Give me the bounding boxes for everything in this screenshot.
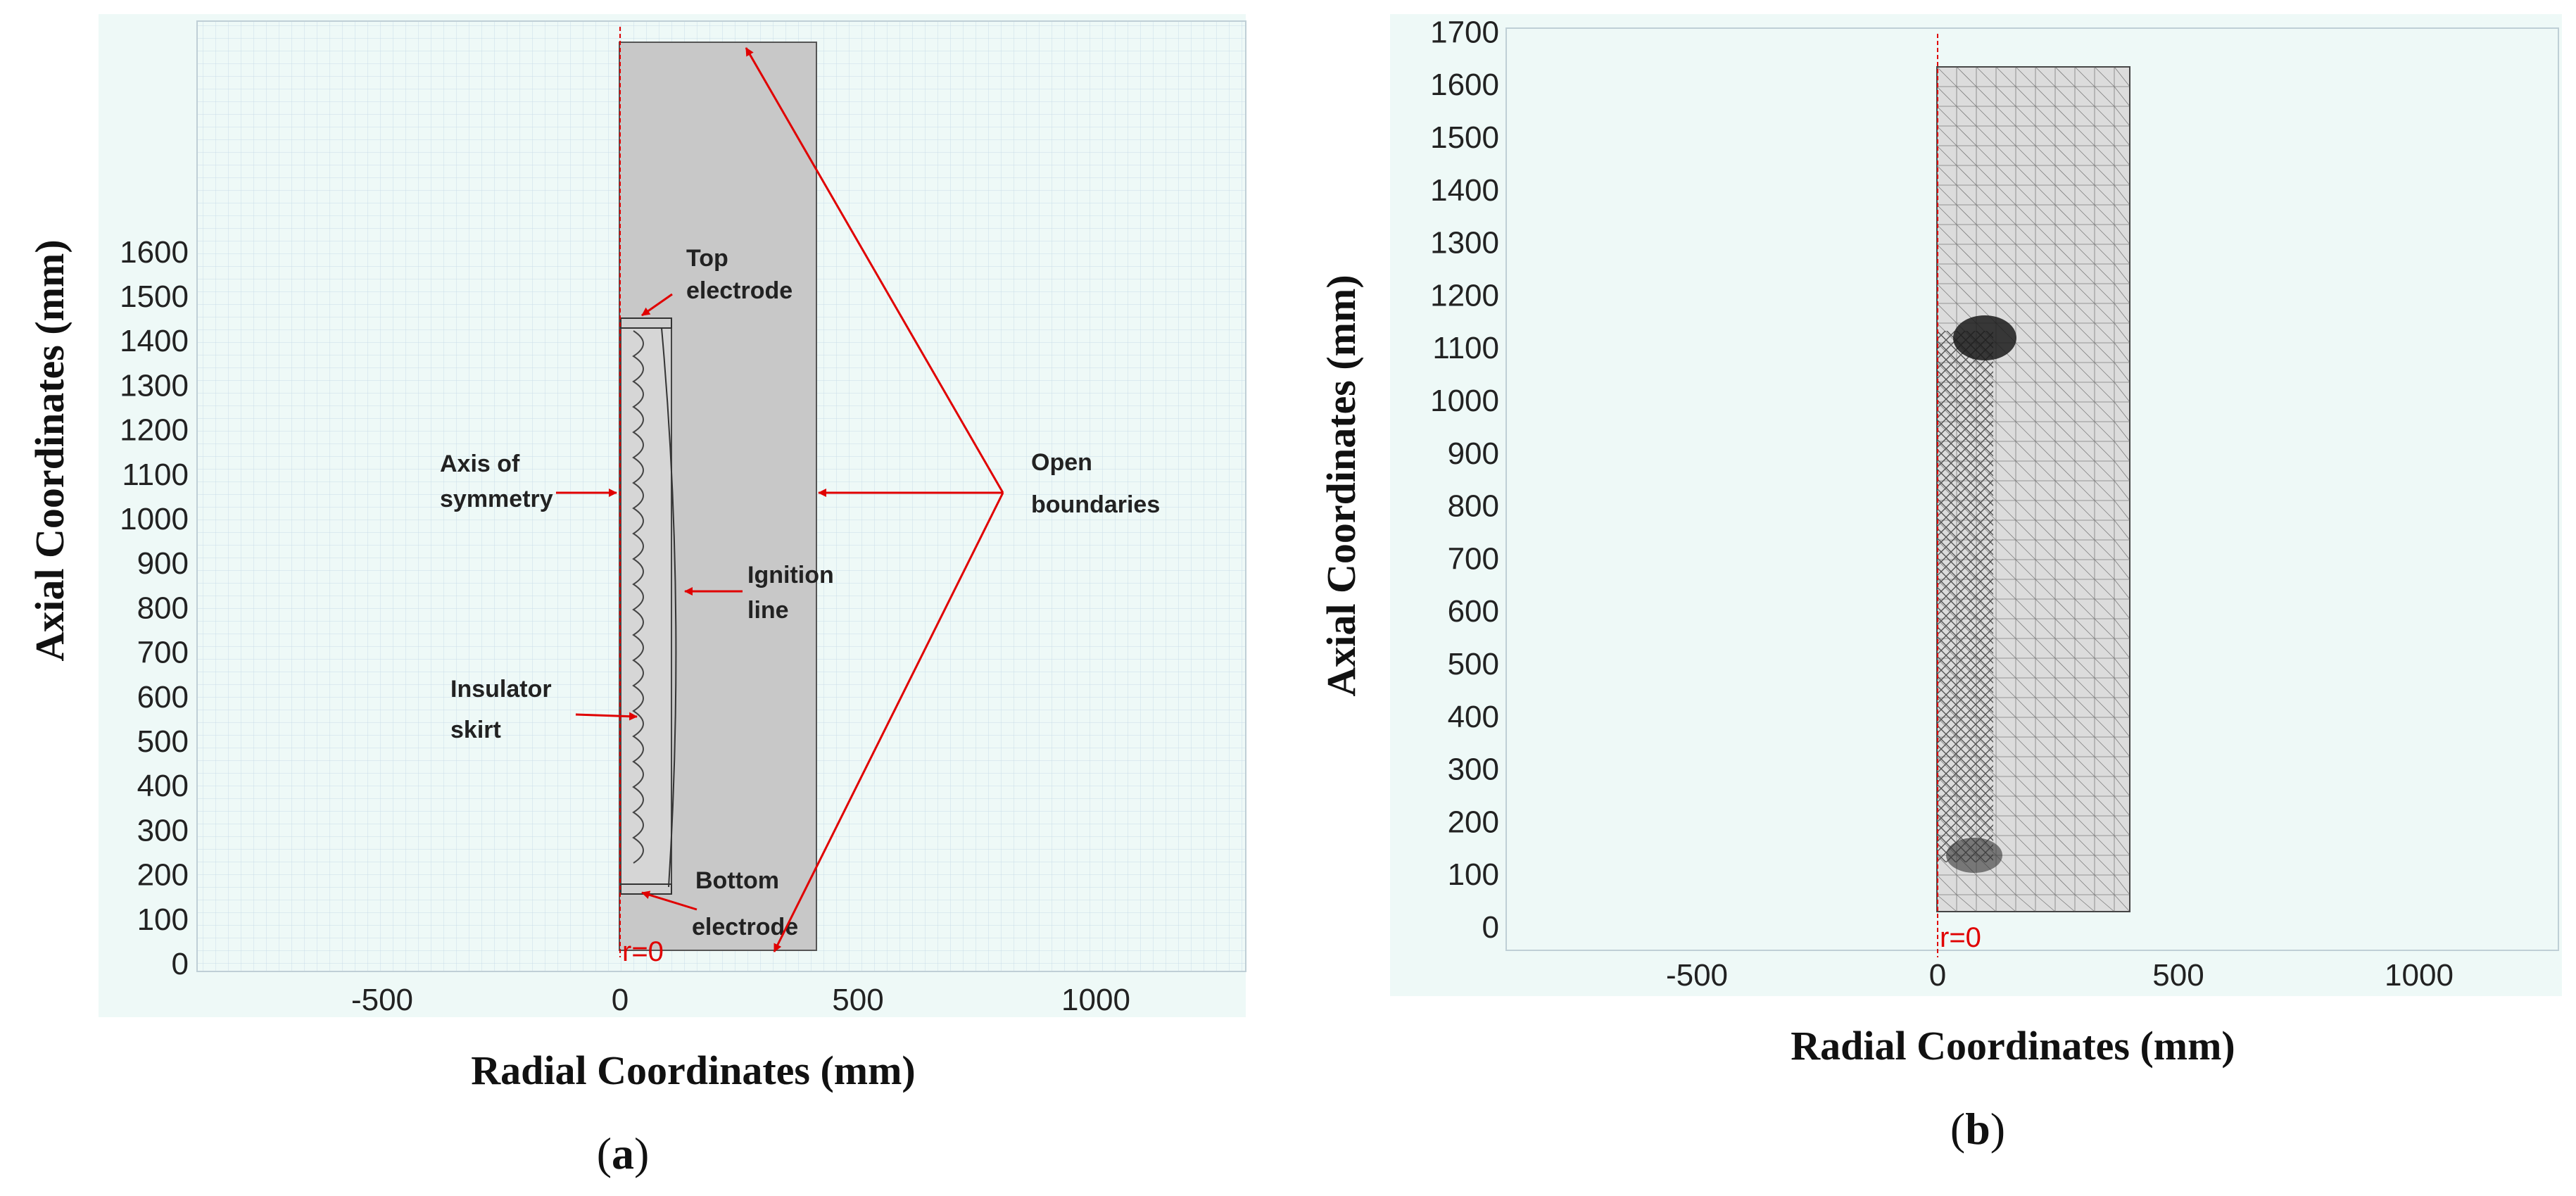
panel-a-y-tick-label: 100 (137, 902, 189, 937)
panel-b-label: (b) (1950, 1104, 2005, 1154)
panel-b-y-tick-label: 1600 (1430, 68, 1499, 102)
panel-b-y-tick-label: 1300 (1430, 226, 1499, 260)
panel-b-x-tick-label: -500 (1666, 958, 1728, 993)
panel-a-x-tick-label: 500 (832, 983, 883, 1017)
panel-a-y-tick-label: 700 (137, 636, 189, 670)
panel-a-x-axis-title: Radial Coordinates (mm) (471, 1047, 916, 1093)
panel-b-origin-label: r=0 (1940, 922, 1981, 953)
panel-b-y-tick-label: 1400 (1430, 173, 1499, 208)
panel-b-x-tick-label: 1000 (2385, 958, 2454, 993)
panel-a-y-ticks: 0 100 200 300 400 500 600 700 800 900 1000 1100 1200… (120, 235, 189, 981)
panel-a-y-tick-label: 600 (137, 680, 189, 715)
panel-b-y-tick-label: 1700 (1430, 15, 1499, 49)
panel-a-y-tick-label: 300 (137, 813, 189, 848)
callout-open-boundaries: Open boundaries (1031, 449, 1160, 518)
callout-axis-of-symmetry: Axis of symmetry (440, 451, 553, 512)
arrow-bottom-electrode (641, 890, 697, 911)
panel-a-y-tick-label: 1600 (120, 235, 189, 270)
panel-a-y-axis-title: Axial Coordinates (mm) (27, 239, 72, 661)
panel-a-y-tick-label: 1500 (120, 279, 189, 314)
panel-b-y-axis-title: Axial Coordinates (mm) (1318, 275, 1364, 696)
panel-b-x-axis-title: Radial Coordinates (mm) (1791, 1023, 2235, 1069)
panel-b-dense-mesh-insulator (1937, 331, 1993, 862)
panel-a-top-electrode (620, 317, 672, 329)
panel-a-x-tick-label: 1000 (1061, 983, 1130, 1017)
panel-a-label: (a) (597, 1128, 650, 1178)
panel-a-origin-label: r=0 (622, 936, 664, 967)
panel-b-y-tick-label: 1200 (1430, 278, 1499, 313)
panel-b-y-tick-label: 100 (1448, 857, 1499, 892)
panel-b-y-tick-label: 1100 (1432, 331, 1499, 365)
panel-b-y-tick-label: 400 (1448, 700, 1499, 734)
panel-a-bottom-electrode (620, 883, 672, 895)
panel-b-dense-mesh-bottom-electrode (1946, 838, 2002, 873)
arrow-insulator-skirt (575, 712, 638, 721)
panel-b-x-ticks: -500 0 500 1000 (1666, 958, 2454, 993)
panel-b-y-tick-label: 0 (1482, 910, 1499, 945)
callout-ignition-line: Ignition line (747, 562, 840, 624)
panel-a-y-tick-label: 800 (137, 591, 189, 625)
panel-a-y-tick-label: 1100 (122, 458, 189, 492)
panel-a-insulator-sheds (632, 330, 644, 864)
panel-a-insulator-region (620, 325, 672, 889)
panel-b-x-tick-label: 500 (2152, 958, 2204, 993)
panel-b-y-tick-label: 200 (1448, 805, 1499, 839)
panel-a-y-tick-label: 1200 (120, 413, 189, 448)
panel-a-y-tick-label: 200 (137, 858, 189, 893)
callout-insulator-skirt: Insulator skirt (450, 676, 558, 743)
callout-top-electrode: Top electrode (686, 245, 793, 304)
panel-b-y-tick-label: 1500 (1430, 120, 1499, 155)
panel-b-y-ticks: 0 100 200 300 400 500 600 700 800 900 1000 1100 1200… (1430, 15, 1499, 945)
arrow-open-boundaries-top (745, 47, 1004, 493)
panel-a-y-tick-label: 900 (137, 546, 189, 581)
panel-b-y-tick-label: 700 (1448, 541, 1499, 576)
panel-a-x-tick-label: 0 (612, 983, 629, 1017)
panel-b-y-tick-label: 800 (1448, 489, 1499, 524)
panel-a-y-tick-label: 0 (172, 947, 189, 981)
panel-b-y-tick-label: 500 (1448, 647, 1499, 681)
panel-a-y-tick-label: 1000 (120, 502, 189, 536)
panel-a-y-tick-label: 1400 (120, 324, 189, 358)
callout-bottom-electrode: Bottom electrode (692, 867, 798, 940)
panel-b-y-tick-label: 600 (1448, 594, 1499, 629)
panel-a-y-tick-label: 1300 (120, 368, 189, 403)
panel-a-ignition-line (661, 327, 677, 888)
panel-b-y-tick-label: 900 (1448, 436, 1499, 471)
panel-a-y-tick-label: 500 (137, 724, 189, 759)
arrow-top-electrode (641, 293, 673, 317)
panel-b-dense-mesh-top-electrode (1953, 315, 2016, 360)
panel-a-x-tick-label: -500 (351, 983, 413, 1017)
panel-b-y-tick-label: 300 (1448, 753, 1499, 787)
arrow-open-boundaries-bottom (773, 492, 1004, 952)
panel-a-y-tick-label: 400 (137, 769, 189, 803)
panel-a-x-ticks: -500 0 500 1000 (351, 983, 1130, 1017)
panel-b-y-tick-label: 1000 (1430, 384, 1499, 418)
panel-b: 0 100 200 300 400 500 600 700 800 900 1000 1100 1200… (1318, 14, 2562, 1154)
panel-a: 0 100 200 300 400 500 600 700 800 900 1000 1100 1200… (27, 14, 1246, 1178)
panel-b-x-tick-label: 0 (1929, 958, 1946, 993)
